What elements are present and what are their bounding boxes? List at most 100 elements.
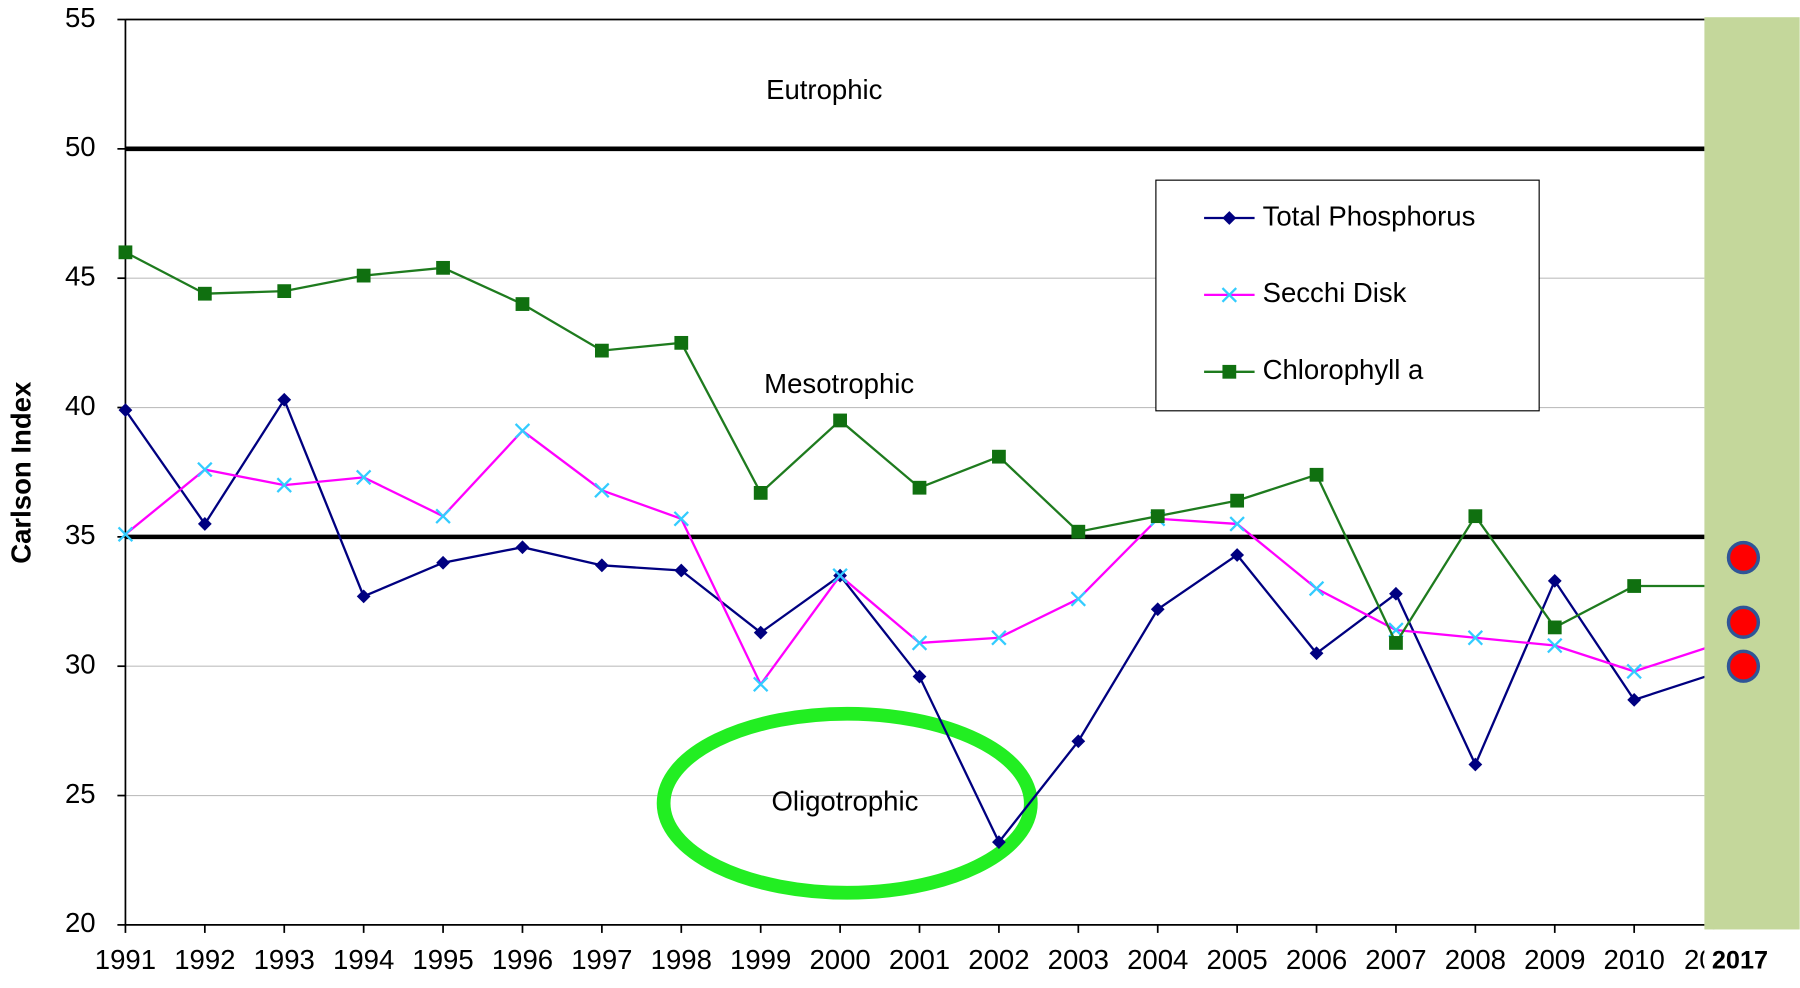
marker [356,589,371,604]
marker [1626,663,1642,680]
marker [1221,287,1238,303]
legend-label: Total Phosphorus [1263,200,1476,231]
x-tick-label: 1992 [174,944,235,975]
marker [1150,509,1165,524]
x-tick-label: 2001 [889,944,950,975]
marker [514,423,531,439]
x-tick-label: 1996 [492,944,553,975]
marker [197,461,213,478]
marker [277,392,292,407]
y-tick-label: 55 [65,2,96,33]
highlight-point [1726,605,1761,639]
panel-2017 [1704,17,1800,930]
marker [1229,516,1245,532]
highlight-point [1726,649,1761,683]
y-axis-label: Carlson Index [6,381,37,564]
marker [1389,586,1403,601]
y-tick-label: 35 [65,519,96,550]
x-tick-label: 2004 [1127,944,1188,975]
marker [117,526,134,542]
marker [277,284,292,299]
y-tick-label: 45 [65,260,96,291]
x-tick-label: 1995 [412,944,473,975]
marker [1309,467,1324,482]
marker [435,508,451,524]
legend-label: Chlorophyll a [1263,354,1424,385]
marker [1230,548,1245,562]
y-tick-label: 30 [65,648,96,679]
zone-label: Oligotrophic [771,786,918,817]
marker [276,477,292,493]
marker [1222,364,1237,379]
marker [753,486,768,500]
marker [1389,636,1403,650]
marker [832,567,848,584]
marker [912,669,927,684]
y-tick-label: 20 [65,907,96,938]
series-line [124,397,1714,845]
y-tick-label: 50 [65,131,96,162]
marker [1071,734,1086,749]
x-tick-label: 2005 [1207,944,1268,975]
marker [594,482,610,499]
marker [752,676,769,693]
marker [118,245,133,260]
series-line [124,429,1714,687]
zone-label: Eutrophic [766,74,883,105]
x-tick-label: 2000 [809,944,870,975]
x-tick-label: 2007 [1365,944,1426,975]
legend-label: Secchi Disk [1263,277,1407,308]
marker [1071,524,1086,539]
x-tick-label: 2003 [1048,944,1109,975]
marker [197,286,212,301]
marker [1547,620,1562,635]
highlight-point [1726,540,1761,575]
legend: Total Phosphorus Secchi Disk Chlorophyll a [1155,179,1540,412]
marker [1468,757,1483,772]
marker [1222,211,1237,225]
x-tick-label: 2009 [1524,944,1585,975]
marker [1309,646,1324,661]
x-tick-label: 2010 [1604,944,1665,975]
marker [356,268,371,283]
marker [1467,630,1484,646]
marker [1468,509,1483,524]
marker [1627,692,1642,707]
y-tick-label: 40 [65,390,96,421]
marker [991,630,1007,646]
marker [594,343,609,358]
marker [674,335,689,350]
x-tick-label: 1991 [95,944,156,975]
marker [673,511,689,527]
zone-label: Mesotrophic [764,368,914,399]
marker [1547,637,1563,654]
marker [992,835,1006,849]
highlight-label: 2017 [1712,946,1768,974]
x-tick-label: 2002 [968,944,1029,975]
marker [833,413,847,428]
marker [753,625,768,640]
x-tick-label: 2006 [1286,944,1347,975]
y-tick-label: 25 [65,778,96,809]
panel-mask [1704,929,1800,988]
marker [197,517,212,531]
marker [355,469,372,486]
marker [1150,602,1165,617]
marker [1627,579,1642,593]
marker [515,297,530,311]
x-tick-label: 1994 [333,944,394,975]
marker [1230,493,1245,508]
x-tick-label: 1998 [651,944,712,975]
marker [118,403,133,417]
marker [436,260,450,275]
marker [911,635,928,651]
marker [1308,580,1325,597]
marker [436,555,450,570]
x-tick-label: 1997 [571,944,632,975]
marker [515,540,530,555]
x-tick-label: 1993 [254,944,315,975]
marker [1070,591,1087,607]
x-tick-label: 2008 [1445,944,1506,975]
x-tick-label: 1999 [730,944,791,975]
